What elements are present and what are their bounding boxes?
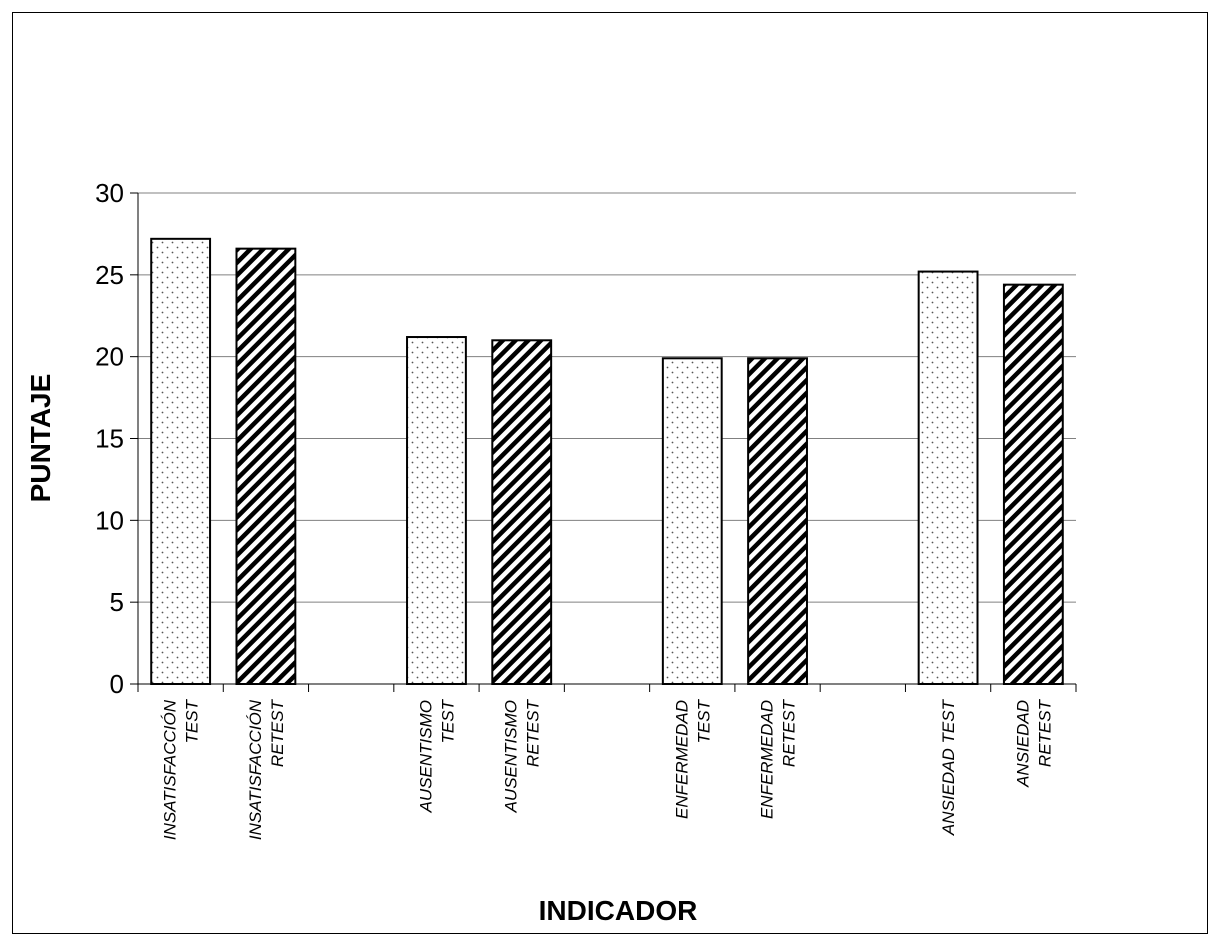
x-axis-title: INDICADOR xyxy=(539,895,698,926)
x-category-label-line: AUSENTISMO xyxy=(416,700,435,813)
x-category-label-line: ANSIEDAD xyxy=(1013,700,1032,788)
x-category-label-line: RETEST xyxy=(780,698,799,767)
x-category-label-line: TEST xyxy=(438,698,457,743)
bar xyxy=(917,270,979,685)
x-category-label-line: RETEST xyxy=(1035,698,1054,767)
bar xyxy=(406,336,467,685)
y-tick-label: 25 xyxy=(95,260,124,290)
bar xyxy=(235,247,297,685)
bar xyxy=(747,357,808,685)
x-category-label-line: INSATISFACCIÓN xyxy=(246,699,265,840)
x-category-label: INSATISFACCIÓN TEST xyxy=(161,698,202,840)
bar xyxy=(1002,283,1064,685)
x-category-label-line: AUSENTISMO xyxy=(502,700,521,813)
x-category-label-line: RETEST xyxy=(524,698,543,767)
x-category-label-line: TEST xyxy=(694,698,713,743)
y-axis-title: PUNTAJE xyxy=(25,374,56,503)
x-category-label-line: ANSIEDAD TEST xyxy=(939,698,958,836)
bar xyxy=(491,339,553,685)
bars xyxy=(150,237,1064,685)
bar xyxy=(150,237,212,685)
y-tick-label: 15 xyxy=(95,424,124,454)
x-category-label-line: ENFERMEDAD xyxy=(758,700,777,819)
y-tick-label: 0 xyxy=(110,669,124,699)
x-category-label-line: RETEST xyxy=(268,698,287,767)
x-category-label: ENFERMEDAD RETEST xyxy=(758,698,799,819)
x-category-label: ENFERMEDAD TEST xyxy=(672,698,713,819)
y-tick-label: 10 xyxy=(95,505,124,535)
bar xyxy=(661,357,723,685)
x-category-label: AUSENTISMO RETEST xyxy=(502,698,543,813)
x-category-label: INSATISFACCIÓN RETEST xyxy=(246,698,287,840)
y-tick-label: 20 xyxy=(95,342,124,372)
x-category-label: AUSENTISMO TEST xyxy=(416,698,457,813)
y-tick-label: 30 xyxy=(95,178,124,208)
x-category-label: ANSIEDAD RETEST xyxy=(1013,698,1054,788)
x-category-label-line: ENFERMEDAD xyxy=(672,700,691,819)
x-category-label-line: TEST xyxy=(183,698,202,743)
y-tick-label: 5 xyxy=(110,587,124,617)
x-category-label: ANSIEDAD TEST xyxy=(939,698,958,836)
x-category-label-line: INSATISFACCIÓN xyxy=(161,699,180,840)
axes xyxy=(130,192,1077,692)
